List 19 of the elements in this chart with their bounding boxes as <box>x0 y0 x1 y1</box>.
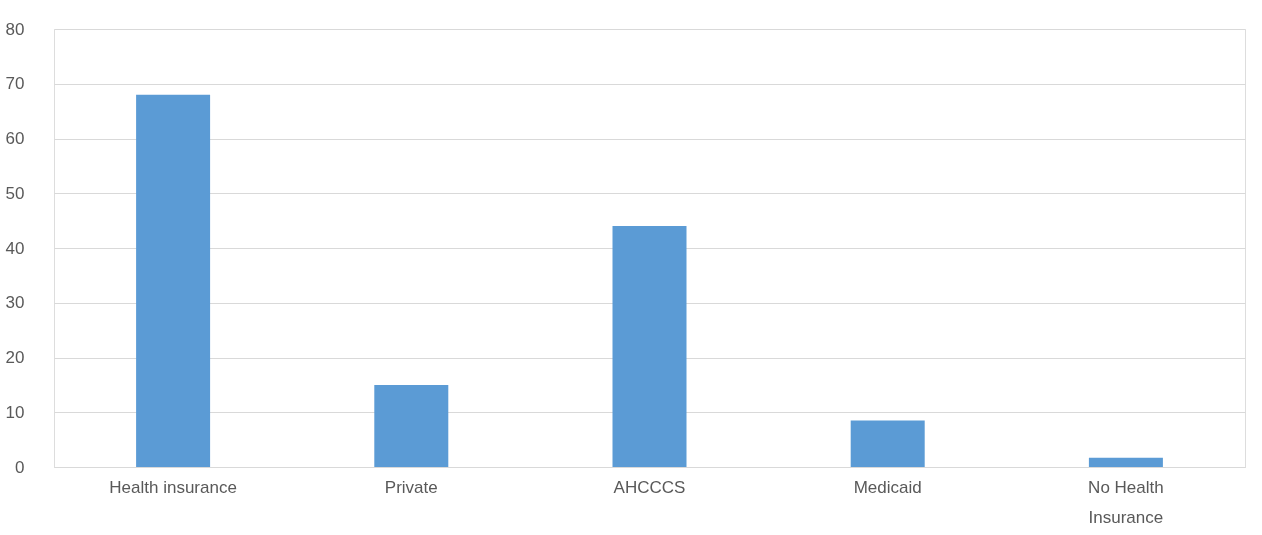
x-tick-label: No Health Insurance <box>1088 477 1164 527</box>
x-tick-label: AHCCCS <box>613 477 686 497</box>
y-tick-label: 70 <box>5 74 25 94</box>
bar <box>612 226 687 467</box>
x-tick-label: Health insurance <box>109 477 237 497</box>
bar <box>1088 457 1163 467</box>
y-tick-label: 40 <box>5 238 25 258</box>
y-tick-label: 30 <box>5 293 25 313</box>
y-tick-label: 20 <box>5 348 25 367</box>
bar <box>136 94 211 467</box>
y-tick-label: 50 <box>5 183 25 203</box>
y-tick-label: 0 <box>15 457 25 477</box>
y-tick-label: 10 <box>5 402 25 422</box>
y-tick-label: 60 <box>5 129 25 148</box>
y-tick-label: 80 <box>5 19 25 39</box>
x-tick-label: Medicaid <box>853 477 922 497</box>
x-tick-label: Private <box>384 477 438 497</box>
bar <box>374 384 449 467</box>
bar <box>850 420 925 467</box>
